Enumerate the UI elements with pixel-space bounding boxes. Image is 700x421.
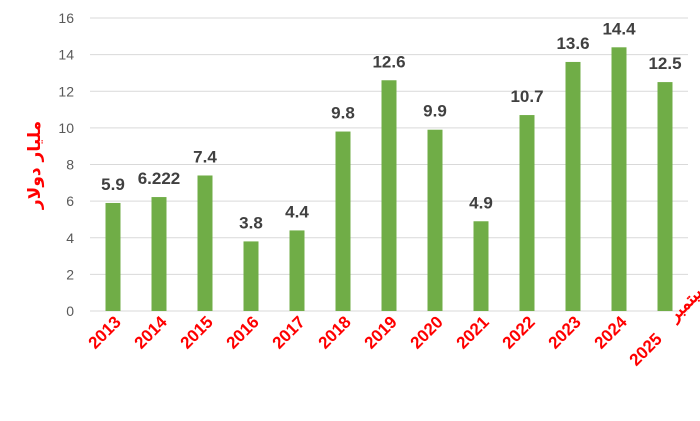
data-label: 12.5 [648, 54, 681, 73]
y-tick-label: 8 [66, 157, 74, 173]
x-tick-label: 2022 [499, 312, 539, 352]
bar [105, 202, 121, 311]
y-axis-title: مليار دولار [25, 121, 45, 210]
x-tick-label: 2023 [545, 312, 585, 352]
data-label: 10.7 [510, 87, 543, 106]
x-tick-label: 2024 [591, 312, 632, 353]
bar [427, 129, 443, 311]
x-tick-label-line2: 2025 [626, 329, 666, 369]
y-tick-label: 16 [58, 10, 74, 26]
x-tick-label: 2021 [453, 312, 493, 352]
data-label: 13.6 [556, 34, 589, 53]
data-label: 9.8 [331, 104, 355, 123]
bar [289, 230, 305, 311]
y-tick-label: 4 [66, 230, 74, 246]
bar [335, 131, 351, 311]
data-label: 7.4 [193, 147, 217, 166]
y-tick-label: 12 [58, 83, 74, 99]
bar [565, 61, 581, 312]
data-label: 6.222 [138, 169, 181, 188]
x-tick-label: 2013 [85, 312, 125, 352]
data-label: 5.9 [101, 175, 125, 194]
x-tick-label: 2019 [361, 312, 401, 352]
x-tick-label: 2018 [315, 312, 355, 352]
data-label: 14.4 [602, 19, 636, 38]
bar [151, 197, 167, 311]
bar [243, 241, 259, 311]
bar [657, 82, 673, 311]
x-tick-label: 2017 [269, 312, 309, 352]
y-tick-label: 2 [66, 266, 74, 282]
bar [197, 175, 213, 311]
y-tick-label: 0 [66, 303, 74, 319]
bar [381, 80, 397, 311]
data-label: 4.4 [285, 202, 309, 221]
x-tick-label: 2015 [177, 312, 217, 352]
bar [519, 115, 535, 312]
y-tick-label: 14 [58, 47, 74, 63]
y-tick-label: 6 [66, 193, 74, 209]
data-label: 9.9 [423, 102, 447, 121]
x-tick-label: 2020 [407, 312, 447, 352]
data-label: 3.8 [239, 213, 263, 232]
y-tick-label: 10 [58, 120, 74, 136]
data-label: 12.6 [372, 52, 405, 71]
bar [611, 47, 627, 312]
data-label: 4.9 [469, 193, 493, 212]
x-tick-label: 2014 [131, 312, 172, 353]
x-tick-label: 2016 [223, 312, 263, 352]
bar [473, 221, 489, 311]
